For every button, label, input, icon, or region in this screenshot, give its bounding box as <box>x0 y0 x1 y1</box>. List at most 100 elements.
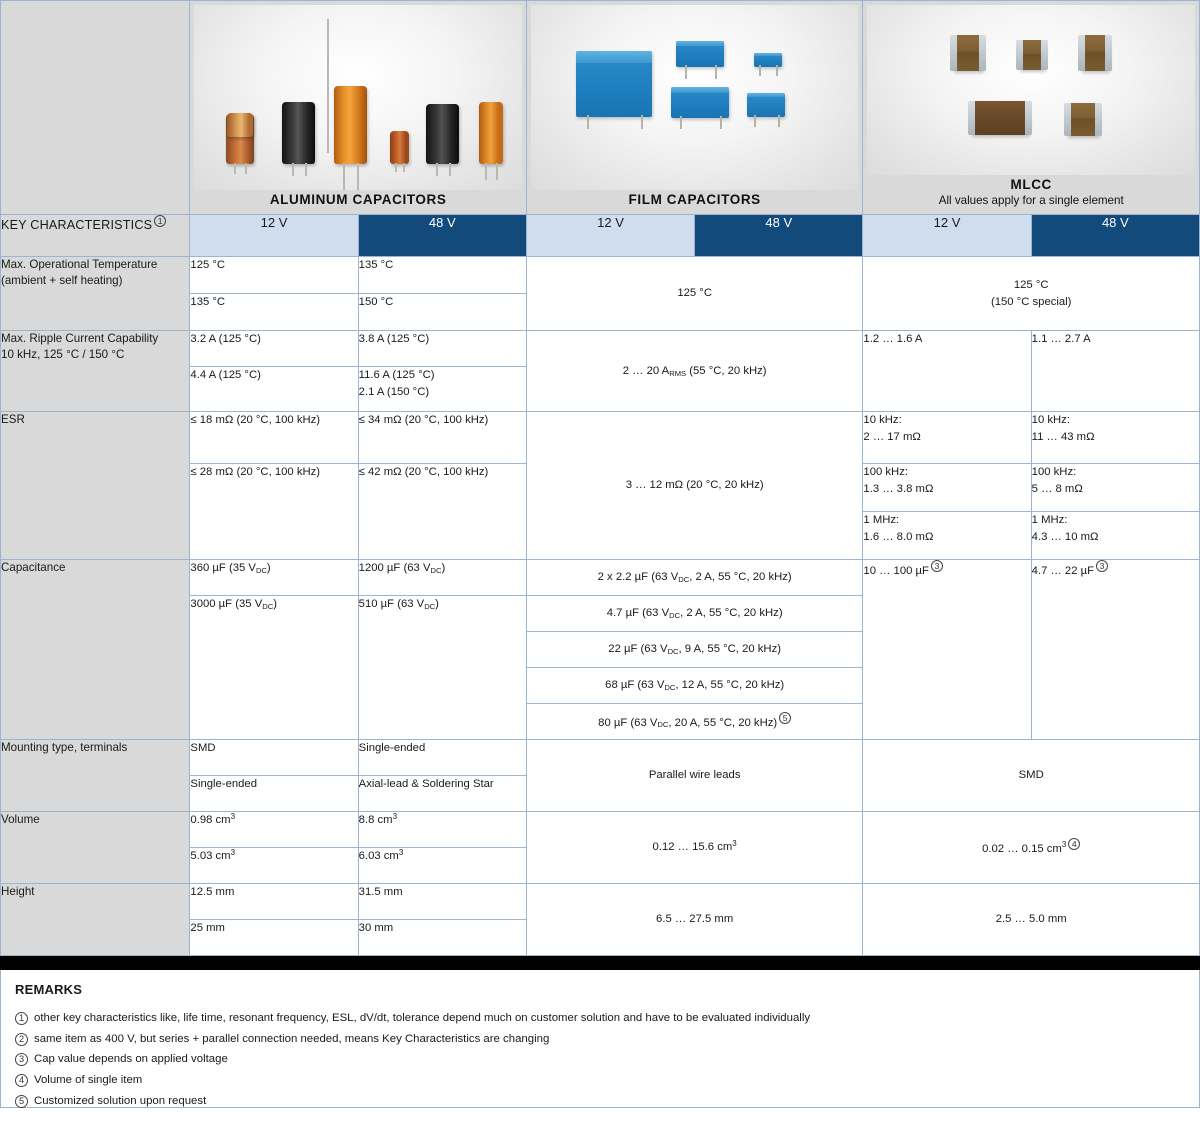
cell-cap-alu12-a: 360 µF (35 VDC) <box>189 559 359 596</box>
cell-mount-mlcc: SMD <box>862 739 1200 812</box>
remark-number-1: 1 <box>15 1012 28 1025</box>
cell-esr-alu48-a: ≤ 34 mΩ (20 °C, 100 kHz) <box>357 411 527 464</box>
cell-cap-film-1: 2 x 2.2 µF (63 VDC, 2 A, 55 °C, 20 kHz) <box>525 559 864 596</box>
cell-esr-mlcc12-100khz: 100 kHz: 1.3 … 3.8 mΩ <box>862 463 1032 512</box>
film-capacitors-header: FILM CAPACITORS <box>525 0 864 215</box>
cell-cap-alu12-b: 3000 µF (35 VDC) <box>189 595 359 740</box>
row-temperature-a: Max. Operational Temperature (ambient + … <box>0 256 1200 331</box>
remark-item: 2 same item as 400 V, but series + paral… <box>15 1031 1185 1049</box>
cell-ripple-film: 2 … 20 ARMS (55 °C, 20 kHz) <box>525 330 864 412</box>
cell-esr-mlcc12-10khz: 10 kHz: 2 … 17 mΩ <box>862 411 1032 464</box>
cell-temp-film: 125 °C <box>525 256 864 331</box>
cell-temp-alu12-b: 135 °C <box>189 293 359 331</box>
row-label-ripple: Max. Ripple Current Capability 10 kHz, 1… <box>0 330 191 412</box>
cell-temp-alu48-a: 135 °C <box>357 256 527 294</box>
remark-number-5: 5 <box>15 1094 28 1108</box>
row-label-temperature: Max. Operational Temperature (ambient + … <box>0 256 191 331</box>
cell-volume-alu48-a: 8.8 cm3 <box>357 811 527 848</box>
remark-number-2: 2 <box>15 1032 28 1046</box>
remarks-section: REMARKS 1 other key characteristics like… <box>0 970 1200 1108</box>
cell-height-alu12-a: 12.5 mm <box>189 883 359 920</box>
voltage-col-mlcc-12v[interactable]: 12 V <box>862 214 1032 257</box>
cell-volume-mlcc: 0.02 … 0.15 cm3 4 <box>862 811 1200 884</box>
cell-mount-alu12-a: SMD <box>189 739 359 776</box>
remark-number-3: 3 <box>15 1053 28 1067</box>
remark-text-2: same item as 400 V, but series + paralle… <box>34 1032 550 1045</box>
cell-ripple-alu12-b: 4.4 A (125 °C) <box>189 366 359 412</box>
voltage-col-film-48v[interactable]: 48 V <box>694 214 864 257</box>
row-label-height: Height <box>0 883 191 956</box>
footnote-marker-4: 4 <box>1068 837 1081 850</box>
corner-blank-cell <box>0 0 191 215</box>
cell-esr-alu12-b: ≤ 28 mΩ (20 °C, 100 kHz) <box>189 463 359 560</box>
cell-esr-mlcc12-1mhz: 1 MHz: 1.6 … 8.0 mΩ <box>862 511 1032 560</box>
cell-mount-alu48-a: Single-ended <box>357 739 527 776</box>
cell-mount-film: Parallel wire leads <box>525 739 864 812</box>
group-title-aluminum: ALUMINUM CAPACITORS <box>269 192 447 207</box>
film-capacitors-photo <box>530 5 859 190</box>
cell-cap-mlcc12: 10 … 100 µF 3 <box>862 559 1032 740</box>
cell-ripple-mlcc12: 1.2 … 1.6 A <box>862 330 1032 412</box>
remark-text-4: Volume of single item <box>34 1074 143 1087</box>
row-ripple-a: Max. Ripple Current Capability 10 kHz, 1… <box>0 330 1200 412</box>
cell-height-alu48-b: 30 mm <box>357 919 527 956</box>
row-mounting-b: Single-ended Axial-lead & Soldering Star <box>1 775 1200 812</box>
key-characteristics-label: KEY CHARACTERISTICS 1 <box>0 214 191 257</box>
row-mounting-a: Mounting type, terminals SMD Single-ende… <box>0 739 1200 812</box>
aluminum-capacitors-photo <box>194 5 522 190</box>
remark-number-4: 4 <box>15 1074 28 1088</box>
row-temperature-b: 135 °C 150 °C <box>1 293 1200 331</box>
row-volume-a: Volume 0.98 cm3 8.8 cm3 0.12 … 15.6 cm3 … <box>0 811 1200 884</box>
cell-volume-alu12-b: 5.03 cm3 <box>189 847 359 884</box>
cell-temp-mlcc: 125 °C (150 °C special) <box>862 256 1200 331</box>
footnote-marker-1: 1 <box>154 215 167 227</box>
row-esr-c: 1 MHz: 1.6 … 8.0 mΩ 1 MHz: 4.3 … 10 mΩ <box>1 511 1200 560</box>
cell-esr-mlcc48-100khz: 100 kHz: 5 … 8 mΩ <box>1030 463 1200 512</box>
cell-esr-film: 3 … 12 mΩ (20 °C, 20 kHz) <box>525 411 864 560</box>
cell-volume-alu48-b: 6.03 cm3 <box>357 847 527 884</box>
voltage-col-mlcc-48v[interactable]: 48 V <box>1030 214 1200 257</box>
row-height-b: 25 mm 30 mm <box>1 919 1200 956</box>
voltage-col-alu-48v[interactable]: 48 V <box>357 214 527 257</box>
aluminum-capacitors-header: ALUMINUM CAPACITORS <box>189 0 527 215</box>
group-subtitle-mlcc: All values apply for a single element <box>938 194 1124 207</box>
row-capacitance-b: 3000 µF (35 VDC) 510 µF (63 VDC) 4.7 µF … <box>1 595 1200 740</box>
row-capacitance-e: 80 µF (63 VDC, 20 A, 55 °C, 20 kHz) 5 <box>1 703 1200 740</box>
cell-esr-mlcc48-10khz: 10 kHz: 11 … 43 mΩ <box>1030 411 1200 464</box>
cell-cap-film-2: 4.7 µF (63 VDC, 2 A, 55 °C, 20 kHz) <box>525 595 864 632</box>
cell-height-alu12-b: 25 mm <box>189 919 359 956</box>
cell-height-film: 6.5 … 27.5 mm <box>525 883 864 956</box>
row-ripple-b: 4.4 A (125 °C) 11.6 A (125 °C) 2.1 A (15… <box>1 366 1200 412</box>
group-title-film: FILM CAPACITORS <box>628 192 761 207</box>
cell-cap-alu48-a: 1200 µF (63 VDC) <box>357 559 527 596</box>
row-capacitance-a: Capacitance 360 µF (35 VDC) 1200 µF (63 … <box>0 559 1200 740</box>
row-label-volume: Volume <box>0 811 191 884</box>
row-esr-b: ≤ 28 mΩ (20 °C, 100 kHz) ≤ 42 mΩ (20 °C,… <box>1 463 1200 560</box>
cell-esr-alu48-b: ≤ 42 mΩ (20 °C, 100 kHz) <box>357 463 527 560</box>
cell-volume-film: 0.12 … 15.6 cm3 <box>525 811 864 884</box>
capacitor-comparison-table: ALUMINUM CAPACITORS <box>0 0 1200 956</box>
footnote-marker-5: 5 <box>779 711 792 724</box>
voltage-header-row: KEY CHARACTERISTICS 1 12 V 48 V 12 V 48 V… <box>0 214 1200 257</box>
remarks-title: REMARKS <box>15 982 83 997</box>
row-label-mounting: Mounting type, terminals <box>0 739 191 812</box>
cell-temp-alu12-a: 125 °C <box>189 256 359 294</box>
row-height-a: Height 12.5 mm 31.5 mm 6.5 … 27.5 mm 2.5… <box>0 883 1200 956</box>
voltage-col-film-12v[interactable]: 12 V <box>525 214 696 257</box>
cell-temp-alu48-b: 150 °C <box>357 293 527 331</box>
cell-cap-film-3: 22 µF (63 VDC, 9 A, 55 °C, 20 kHz) <box>525 631 864 668</box>
cell-cap-film-5: 80 µF (63 VDC, 20 A, 55 °C, 20 kHz) 5 <box>525 703 864 740</box>
row-volume-b: 5.03 cm3 6.03 cm3 <box>1 847 1200 884</box>
footnote-marker-3b: 3 <box>1096 560 1109 572</box>
cell-ripple-mlcc48: 1.1 … 2.7 A <box>1030 330 1200 412</box>
cell-mount-alu12-b: Single-ended <box>189 775 359 812</box>
voltage-col-alu-12v[interactable]: 12 V <box>189 214 359 257</box>
cell-height-mlcc: 2.5 … 5.0 mm <box>862 883 1200 956</box>
cell-esr-mlcc48-1mhz: 1 MHz: 4.3 … 10 mΩ <box>1030 511 1200 560</box>
cell-height-alu48-a: 31.5 mm <box>357 883 527 920</box>
footnote-marker-3: 3 <box>930 560 943 572</box>
cell-cap-film-4: 68 µF (63 VDC, 12 A, 55 °C, 20 kHz) <box>525 667 864 704</box>
cell-mount-alu48-b: Axial-lead & Soldering Star <box>357 775 527 812</box>
row-label-capacitance: Capacitance <box>0 559 191 740</box>
